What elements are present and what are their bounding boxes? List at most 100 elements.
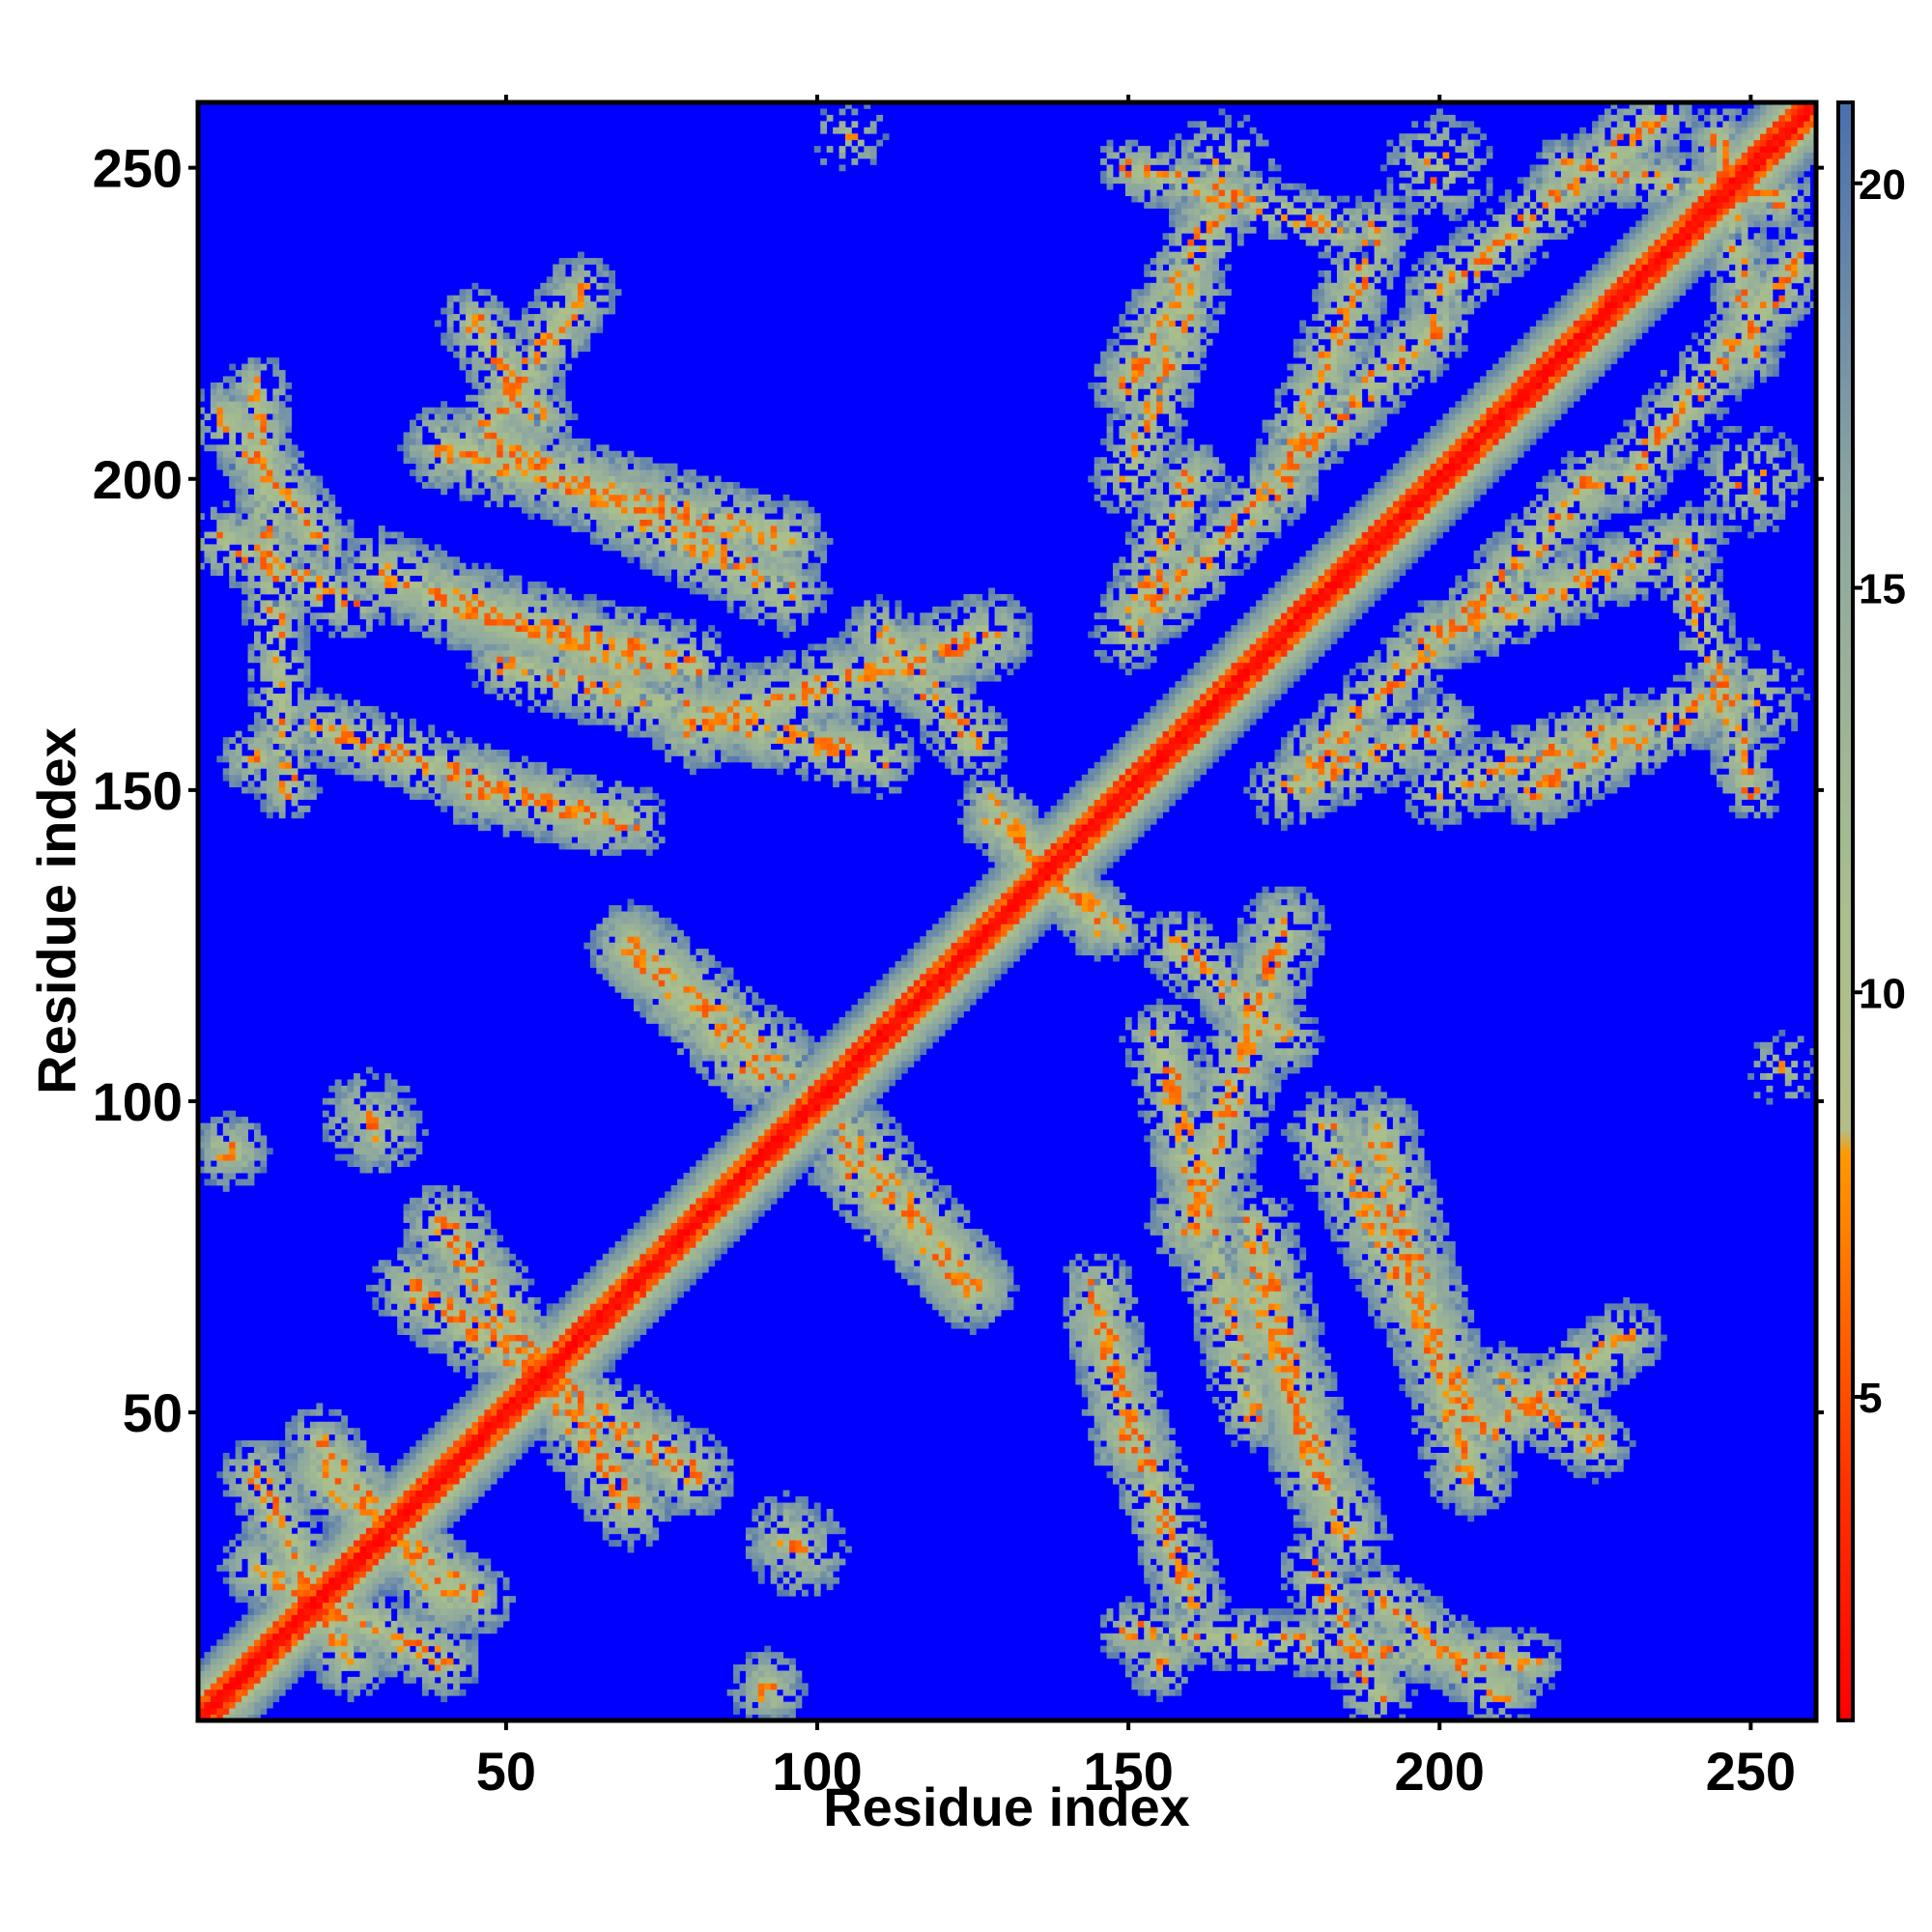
heat-cell (453, 793, 460, 800)
heat-cell (546, 799, 554, 807)
heat-cell (278, 730, 286, 738)
heat-cell (365, 606, 373, 613)
heat-cell (354, 1577, 360, 1584)
heat-cell (546, 394, 554, 402)
heat-cell (291, 1558, 298, 1566)
heat-cell (558, 1341, 566, 1348)
heat-cell (497, 638, 504, 644)
heat-cell (328, 1515, 336, 1522)
heat-cell (341, 1520, 349, 1528)
heat-cell (403, 1652, 411, 1659)
heat-cell (546, 326, 554, 333)
heat-cell (490, 382, 497, 389)
heat-cell (527, 694, 535, 700)
heat-cell (540, 587, 548, 595)
heat-cell (347, 1533, 355, 1541)
heat-cell (509, 824, 516, 832)
heat-cell (384, 750, 392, 756)
heat-cell (533, 824, 541, 832)
heat-cell (235, 481, 242, 489)
heat-cell (247, 1490, 255, 1497)
heat-cell (347, 1614, 355, 1622)
heat-cell (502, 1577, 510, 1584)
heat-cell (527, 1372, 535, 1379)
heat-cell (515, 338, 523, 346)
heat-cell (316, 1652, 324, 1659)
heat-cell (291, 1440, 298, 1447)
heat-cell (384, 550, 392, 557)
heat-cell (372, 582, 380, 588)
heat-cell (328, 1546, 336, 1553)
heat-cell (453, 612, 460, 620)
heat-cell (247, 1614, 255, 1622)
heat-cell (421, 1434, 429, 1441)
heat-cell (446, 1627, 454, 1634)
heat-cell (354, 1676, 360, 1684)
heat-cell (390, 1110, 398, 1118)
heat-cell (453, 1652, 460, 1659)
heat-cell (490, 326, 497, 333)
heat-cell (260, 1689, 268, 1696)
heat-cell (266, 805, 273, 812)
heat-cell (260, 1664, 268, 1671)
heat-cell (278, 1589, 286, 1597)
heat-cell (471, 376, 479, 384)
heat-cell (497, 805, 504, 812)
heat-cell (477, 1265, 485, 1273)
heat-cell (446, 1533, 454, 1541)
heat-cell (446, 638, 454, 644)
heat-cell (372, 1552, 380, 1559)
heat-cell (303, 718, 311, 725)
heat-cell (428, 481, 436, 489)
heat-cell (359, 755, 367, 763)
heat-cell (428, 1434, 436, 1441)
heat-cell (253, 656, 261, 664)
heat-cell (546, 282, 554, 290)
heat-cell (546, 401, 554, 409)
heat-cell (216, 519, 224, 526)
heat-cell (403, 1639, 411, 1647)
heat-cell (497, 643, 504, 651)
heat-cell (316, 1676, 324, 1684)
heat-cell (477, 1278, 485, 1286)
heat-cell (440, 1658, 448, 1665)
heat-cell (291, 475, 298, 483)
heat-cell (428, 550, 436, 557)
heat-cell (471, 600, 479, 608)
heat-cell (285, 413, 293, 420)
heat-cell (298, 761, 304, 769)
heat-cell (285, 1608, 293, 1615)
heat-cell (390, 1502, 398, 1510)
heat-cell (266, 668, 273, 676)
heat-cell (421, 793, 429, 800)
heat-cell (285, 699, 293, 707)
heat-cell (229, 1589, 237, 1597)
heat-cell (359, 1676, 367, 1684)
heat-cell (298, 481, 304, 489)
heat-cell (253, 1658, 261, 1665)
heat-cell (484, 1359, 492, 1367)
heat-cell (466, 593, 472, 601)
heat-cell (341, 1135, 349, 1143)
heat-cell (384, 1303, 392, 1311)
heat-cell (384, 1515, 392, 1522)
heat-cell (222, 1670, 230, 1678)
heat-cell (242, 1148, 248, 1155)
heat-cell (354, 1602, 360, 1609)
heat-cell (459, 1577, 467, 1584)
heat-cell (253, 394, 261, 402)
heat-cell (253, 1596, 261, 1603)
heat-cell (278, 1546, 286, 1553)
heat-cell (477, 463, 485, 470)
heat-cell (285, 1552, 293, 1559)
heat-cell (210, 1141, 217, 1149)
heat-cell (322, 1558, 329, 1566)
heat-cell (222, 401, 230, 409)
heat-cell (266, 768, 273, 776)
heat-cell (242, 1676, 248, 1684)
heat-cell (440, 1328, 448, 1335)
heat-cell (490, 582, 497, 588)
heat-cell (216, 407, 224, 414)
heat-cell (428, 1309, 436, 1317)
heat-cell (334, 1527, 342, 1535)
